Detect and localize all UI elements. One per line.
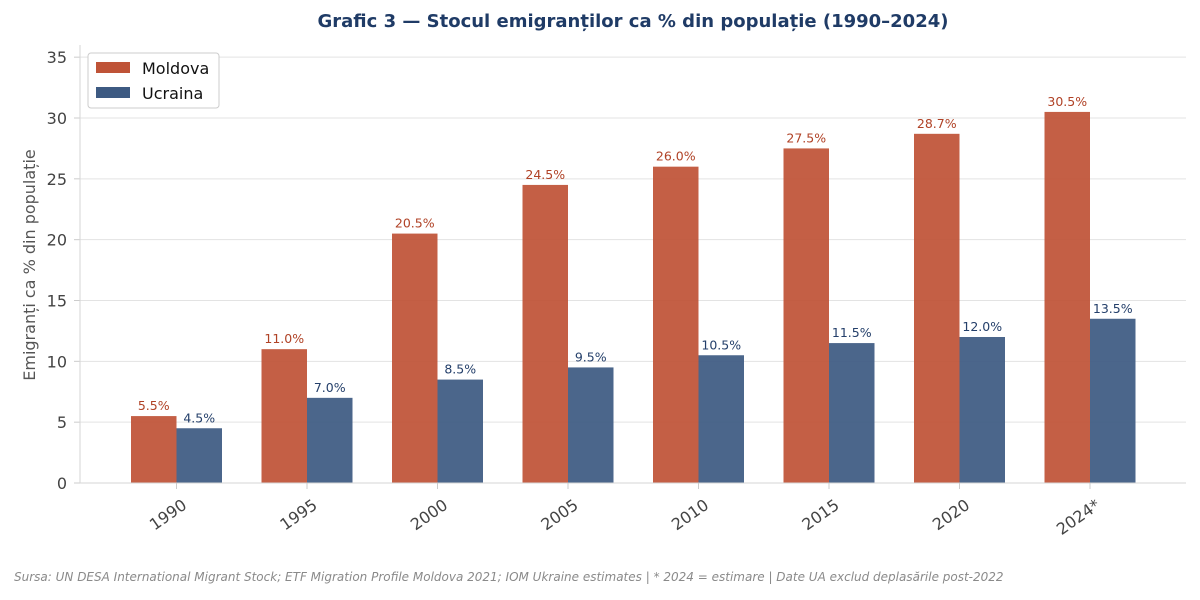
bar-ucraina — [1090, 318, 1136, 483]
bar-ucraina — [959, 337, 1005, 483]
y-tick-label: 25 — [47, 170, 67, 189]
bar-ucraina — [437, 379, 483, 483]
legend: Moldova Ucraina — [87, 52, 220, 109]
y-tick-label: 30 — [47, 109, 67, 128]
bar-moldova — [392, 233, 438, 483]
bar-moldova — [522, 184, 568, 483]
data-label-moldova: 5.5% — [138, 398, 170, 413]
legend-label-ucraina: Ucraina — [142, 84, 203, 103]
bar-moldova — [131, 416, 177, 483]
legend-label-moldova: Moldova — [142, 59, 209, 78]
x-tick-label: 2000 — [407, 495, 451, 534]
gridlines — [80, 56, 1186, 423]
x-tick-label: 2010 — [668, 495, 712, 534]
data-label-ucraina: 8.5% — [444, 362, 476, 377]
data-label-moldova: 28.7% — [917, 116, 957, 131]
bar-moldova — [261, 349, 307, 483]
bar-moldova — [914, 133, 960, 484]
data-label-moldova: 11.0% — [264, 331, 304, 346]
x-tick-label: 2024* — [1053, 495, 1104, 539]
bar-ucraina — [307, 397, 353, 483]
y-tick-label: 0 — [57, 474, 67, 493]
data-labels: 5.5% 4.5% 11.0% 7.0% 20.5% 8.5% 24.5% 9.5% 26.0%… — [138, 94, 1133, 425]
bar-ucraina — [829, 343, 875, 483]
legend-swatch-moldova — [96, 62, 130, 73]
bar-ucraina — [568, 367, 614, 483]
x-tick-label: 2020 — [929, 495, 973, 534]
y-tick-label: 20 — [47, 231, 67, 250]
data-label-ucraina: 12.0% — [962, 319, 1002, 334]
chart-title: Grafic 3 — Stocul emigranților ca % din … — [318, 11, 949, 32]
x-tick-label: 1995 — [276, 495, 320, 534]
bar-ucraina — [176, 428, 222, 483]
data-label-ucraina: 13.5% — [1093, 301, 1133, 316]
data-label-ucraina: 9.5% — [575, 349, 607, 364]
data-label-ucraina: 11.5% — [832, 325, 872, 340]
data-label-moldova: 27.5% — [786, 130, 826, 145]
bar-moldova — [1044, 111, 1090, 484]
y-tick-label: 15 — [47, 292, 67, 311]
x-tick-label: 2015 — [798, 495, 842, 534]
legend-swatch-ucraina — [96, 87, 130, 98]
y-tick-label: 10 — [47, 352, 67, 371]
data-label-moldova: 30.5% — [1047, 94, 1087, 109]
data-label-ucraina: 7.0% — [314, 380, 346, 395]
y-tick-label: 35 — [47, 48, 67, 67]
bars — [131, 111, 1136, 484]
x-tick-label: 1990 — [146, 495, 190, 534]
bar-ucraina — [698, 355, 744, 483]
y-tick-label: 5 — [57, 413, 67, 432]
data-label-moldova: 20.5% — [395, 216, 435, 231]
data-label-ucraina: 10.5% — [701, 337, 741, 352]
data-label-ucraina: 4.5% — [183, 410, 215, 425]
y-axis-label: Emigranți ca % din populație — [20, 149, 39, 380]
source-note: Sursa: UN DESA International Migrant Sto… — [14, 570, 1004, 584]
data-label-moldova: 24.5% — [525, 167, 565, 182]
data-label-moldova: 26.0% — [656, 149, 696, 164]
bar-moldova — [783, 148, 829, 483]
x-tick-label: 2005 — [537, 495, 581, 534]
bar-moldova — [653, 166, 699, 483]
